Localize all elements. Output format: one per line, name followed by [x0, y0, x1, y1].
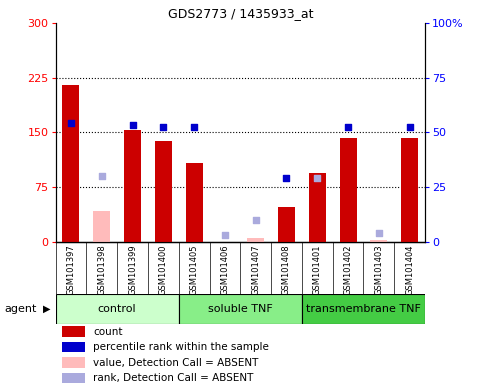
Text: GSM101402: GSM101402 — [343, 245, 353, 295]
Text: GSM101400: GSM101400 — [159, 245, 168, 295]
Point — [313, 175, 321, 181]
Text: GSM101407: GSM101407 — [251, 245, 260, 295]
Text: transmembrane TNF: transmembrane TNF — [306, 304, 421, 314]
Bar — [302, 294, 425, 324]
Text: GSM101404: GSM101404 — [405, 245, 414, 295]
Point — [67, 120, 75, 126]
Point — [221, 232, 229, 238]
Bar — [179, 294, 302, 324]
Bar — [401, 137, 418, 242]
Point — [375, 230, 383, 236]
Point — [159, 124, 167, 130]
Text: percentile rank within the sample: percentile rank within the sample — [93, 342, 269, 352]
Title: GDS2773 / 1435933_at: GDS2773 / 1435933_at — [168, 7, 313, 20]
Bar — [93, 211, 110, 242]
Text: count: count — [93, 327, 123, 337]
Bar — [370, 240, 387, 242]
Point — [252, 217, 259, 223]
Bar — [62, 373, 85, 383]
Bar — [340, 137, 356, 242]
Text: control: control — [98, 304, 136, 314]
Point — [406, 124, 413, 131]
Text: GSM101399: GSM101399 — [128, 245, 137, 295]
Text: rank, Detection Call = ABSENT: rank, Detection Call = ABSENT — [93, 373, 254, 383]
Text: agent: agent — [5, 304, 37, 314]
Text: GSM101405: GSM101405 — [190, 245, 199, 295]
Bar — [62, 326, 85, 337]
Bar — [62, 342, 85, 353]
Text: GSM101401: GSM101401 — [313, 245, 322, 295]
Bar — [62, 357, 85, 368]
Text: GSM101397: GSM101397 — [67, 245, 75, 295]
Point — [190, 124, 198, 131]
Bar — [56, 294, 179, 324]
Text: GSM101403: GSM101403 — [374, 245, 384, 295]
Text: value, Detection Call = ABSENT: value, Detection Call = ABSENT — [93, 358, 258, 367]
Point — [98, 173, 106, 179]
Bar — [309, 173, 326, 242]
Bar — [124, 130, 141, 242]
Bar — [247, 238, 264, 242]
Text: ▶: ▶ — [43, 304, 51, 314]
Text: GSM101406: GSM101406 — [220, 245, 229, 295]
Text: GSM101408: GSM101408 — [282, 245, 291, 295]
Text: GSM101398: GSM101398 — [97, 245, 106, 295]
Point — [283, 175, 290, 181]
Text: soluble TNF: soluble TNF — [208, 304, 273, 314]
Point — [344, 124, 352, 131]
Point — [128, 122, 136, 128]
Bar — [155, 141, 172, 242]
Bar — [62, 85, 79, 242]
Bar — [185, 163, 202, 242]
Bar — [278, 207, 295, 242]
